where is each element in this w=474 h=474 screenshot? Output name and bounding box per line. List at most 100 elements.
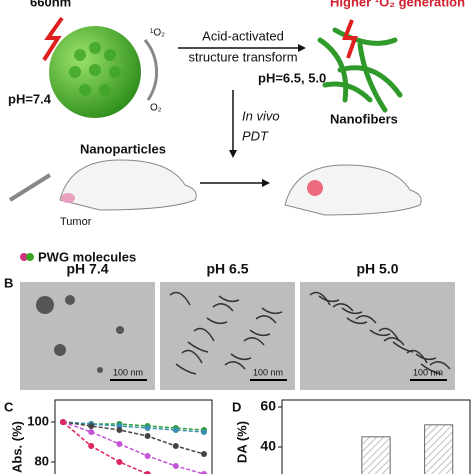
nanoparticles-label: Nanoparticles: [80, 141, 166, 156]
tumor: [61, 193, 75, 203]
bar-bg: [424, 425, 453, 474]
panel-d: DA (%) 40 60: [234, 398, 471, 474]
fiber: [181, 349, 203, 364]
fiber: [420, 363, 442, 375]
higher-label: Higher ¹O₂ generation: [330, 0, 465, 9]
cycle-arrow: [143, 39, 159, 101]
y-tick-label: 60: [260, 398, 276, 414]
particle: [116, 326, 124, 334]
image-title: pH 7.4: [66, 261, 108, 277]
point: [116, 459, 123, 465]
arrow-head: [229, 150, 237, 158]
laser-bolt: [42, 16, 64, 62]
plot-frame: [281, 399, 471, 474]
series: [60, 419, 207, 474]
line: [62, 421, 205, 433]
laser-bolt-2: [342, 19, 358, 59]
fiber: [187, 341, 209, 353]
fiber: [318, 295, 340, 303]
fiber: [346, 317, 368, 325]
bar-bg: [362, 437, 390, 474]
oxygen-label: O₂: [150, 103, 162, 114]
point: [172, 443, 179, 449]
panel-label: D: [232, 399, 241, 414]
fiber: [212, 303, 234, 312]
point: [144, 471, 151, 474]
laser-label: 660nm: [30, 0, 71, 9]
fiber: [378, 327, 400, 342]
line: [62, 421, 205, 474]
point: [116, 427, 123, 433]
fiber: [249, 329, 271, 337]
arrow-head: [262, 179, 270, 187]
y-tick-label: 100: [27, 413, 49, 428]
line: [62, 421, 205, 455]
fiber: [383, 337, 405, 346]
mouse-right: [284, 164, 422, 216]
series: [60, 419, 207, 435]
fiber: [193, 327, 215, 342]
panel-label: B: [4, 275, 13, 290]
particle: [65, 295, 75, 305]
singlet-label: ¹O₂: [150, 28, 165, 39]
fiber: [175, 363, 197, 375]
nanofibers-label: Nanofibers: [330, 111, 398, 126]
particle: [36, 296, 54, 314]
fiber: [406, 349, 428, 364]
arrow-text-1: Acid-activated: [202, 28, 284, 43]
legend-label: PWG molecules: [38, 249, 136, 264]
panel-c: Abs. (%) 80 100: [9, 399, 213, 474]
fiber: [206, 317, 228, 325]
point: [201, 471, 207, 474]
y-tick-label: 40: [260, 438, 276, 454]
point: [60, 419, 66, 425]
fiber: [243, 337, 265, 346]
tumor-label: Tumor: [60, 216, 92, 228]
ph-right: pH=6.5, 5.0: [258, 70, 326, 85]
arrow-text-2: structure transform: [188, 49, 297, 64]
panel-b: pH 7.4 100 nm pH 6.5 100 nm pH 5.0 100 nm: [20, 261, 455, 390]
point: [172, 463, 179, 469]
point: [201, 451, 207, 457]
fiber: [341, 307, 363, 315]
fiber: [255, 315, 277, 324]
image-title: pH 6.5: [206, 261, 248, 277]
plot-frame: [54, 399, 213, 474]
legend-dot: [20, 253, 28, 261]
particle: [54, 344, 66, 356]
fiber: [261, 307, 283, 315]
y-axis-label: Abs. (%): [9, 421, 24, 473]
point: [144, 433, 151, 439]
line: [62, 421, 205, 431]
fiber: [429, 361, 451, 370]
fiber: [369, 329, 391, 337]
point: [144, 453, 151, 459]
point: [201, 429, 207, 435]
irradiated-tumor: [307, 180, 323, 196]
image-title: pH 5.0: [356, 261, 398, 277]
y-tick-label: 80: [35, 453, 49, 468]
fiber: [230, 353, 252, 361]
legend-dot: [26, 253, 34, 261]
line: [62, 421, 148, 474]
fiber: [392, 341, 414, 353]
point: [88, 443, 95, 449]
invivo-2: PDT: [242, 128, 269, 143]
particle: [97, 367, 103, 373]
series: [60, 419, 207, 457]
sphere-dots: [69, 42, 121, 96]
fiber: [309, 291, 331, 306]
point: [144, 425, 151, 431]
fiber: [415, 353, 437, 361]
y-axis-label: DA (%): [234, 421, 249, 463]
point: [172, 427, 179, 433]
point: [116, 441, 123, 447]
panel-label: C: [4, 399, 14, 414]
scale-label: 100 nm: [253, 367, 283, 377]
series: [60, 419, 151, 474]
fiber: [332, 303, 354, 312]
ph-left: pH=7.4: [8, 91, 52, 106]
point: [88, 423, 95, 429]
fiber: [355, 315, 377, 324]
